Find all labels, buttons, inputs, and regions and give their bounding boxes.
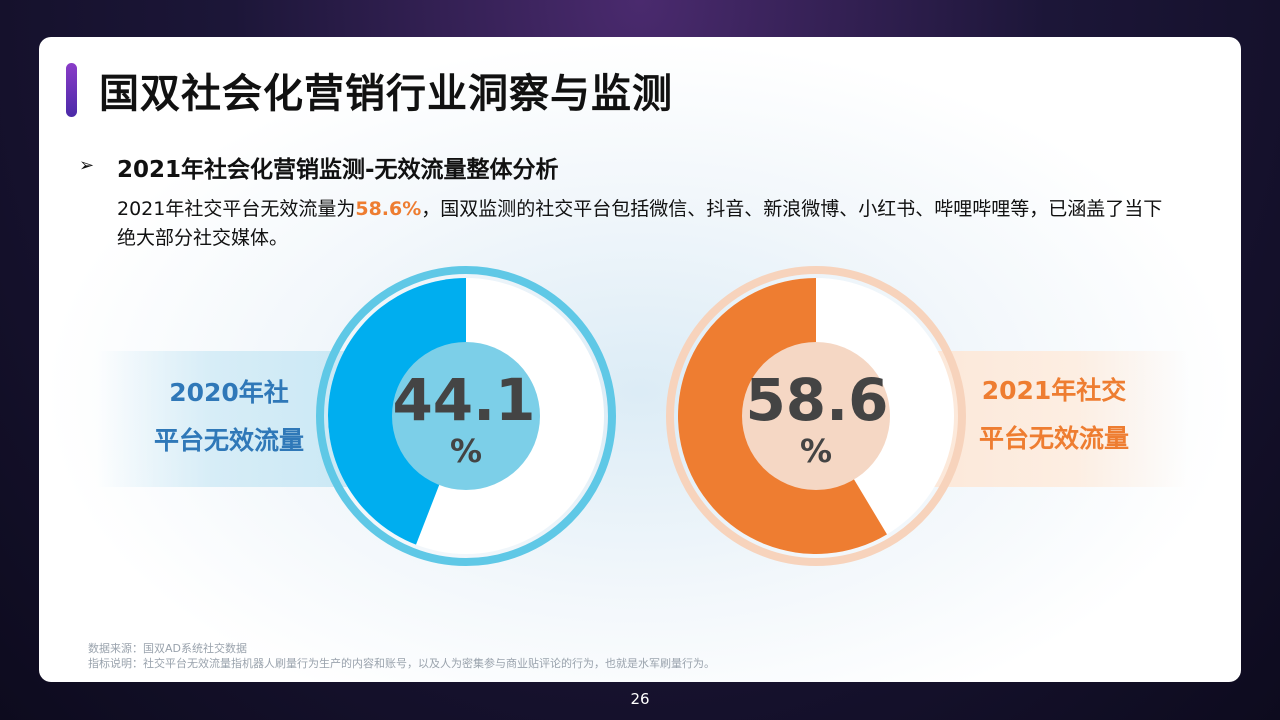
donut-2021-center [742, 342, 890, 490]
desc-text-before: 2021年社交平台无效流量为 [117, 198, 356, 220]
footnote: 数据来源：国双AD系统社交数据 指标说明：社交平台无效流量指机器人刷量行为生产的… [88, 641, 715, 671]
donut-2021-outer-ring [666, 266, 966, 566]
donut-2020: 44.1 % [316, 266, 616, 566]
desc-highlight-value: 58.6% [355, 198, 422, 220]
donut-2021-label-line1: 2021年社交 [981, 376, 1127, 405]
section-subtitle: 2021年社会化营销监测-无效流量整体分析 [117, 157, 559, 183]
donut-2021-value: 58.6 [745, 366, 888, 434]
section-description: 2021年社交平台无效流量为58.6%，国双监测的社交平台包括微信、抖音、新浪微… [117, 195, 1177, 253]
donut-2020-outer-ring [316, 266, 616, 566]
donut-2020-center [392, 342, 540, 490]
donut-charts: 44.1 % 58.6 % [316, 266, 966, 566]
donut-2021-label-line2: 平台无效流量 [978, 424, 1129, 453]
donut-2021: 58.6 % [666, 266, 966, 566]
donut-2020-unit: % [450, 432, 482, 470]
donut-2020-label-line2: 平台无效流量 [153, 426, 304, 455]
donut-2020-value: 44.1 [392, 366, 535, 434]
donut-2021-label: 2021年社交 平台无效流量 [964, 367, 1144, 463]
title-accent-bar [66, 63, 77, 117]
donut-2020-label-line1: 2020年社 [169, 378, 289, 407]
desc-text-after: ，国双监测的社交平台包括微信、抖音、新浪微博、小红书、哔哩哔哩等，已涵盖了当下绝… [117, 198, 1163, 249]
data-source: 数据来源：国双AD系统社交数据 [88, 642, 247, 655]
donut-2021-unit: % [800, 432, 832, 470]
page-title: 国双社会化营销行业洞察与监测 [99, 71, 673, 117]
page-number: 26 [630, 690, 650, 708]
bullet-arrow-icon: ➢ [79, 155, 95, 176]
donut-2020-label: 2020年社 平台无效流量 [139, 369, 319, 465]
slide-card: 国双社会化营销行业洞察与监测 ➢ 2021年社会化营销监测-无效流量整体分析 2… [39, 37, 1241, 682]
metric-definition: 指标说明：社交平台无效流量指机器人刷量行为生产的内容和账号，以及人为密集参与商业… [88, 657, 715, 670]
